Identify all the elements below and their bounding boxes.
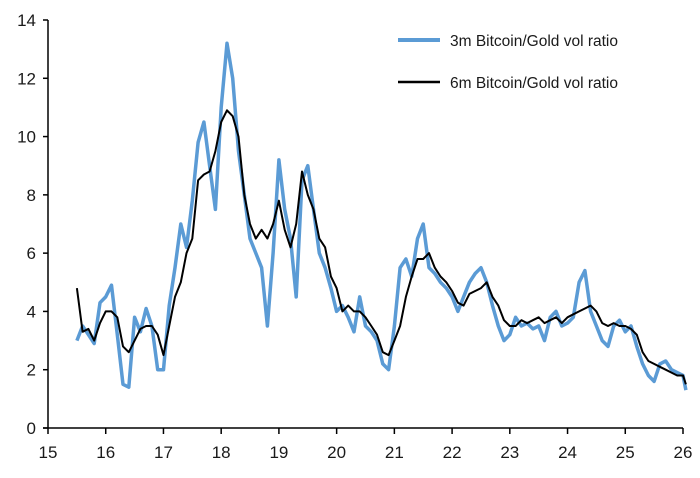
y-tick-label: 14: [17, 11, 36, 30]
x-tick-label: 15: [39, 443, 58, 462]
legend: 3m Bitcoin/Gold vol ratio 6m Bitcoin/Gol…: [398, 33, 618, 92]
x-tick-label: 19: [269, 443, 288, 462]
x-tick-label: 23: [500, 443, 519, 462]
x-tick-label: 25: [616, 443, 635, 462]
series-lines: [75, 41, 688, 391]
y-tick-label: 10: [17, 128, 36, 147]
legend-label-6m: 6m Bitcoin/Gold vol ratio: [450, 75, 618, 92]
y-tick-label: 8: [27, 186, 36, 205]
x-tick-label: 18: [212, 443, 231, 462]
x-tick-label: 16: [96, 443, 115, 462]
x-tick-label: 26: [674, 443, 693, 462]
series-line-6m: [75, 109, 687, 385]
series-line-3m: [75, 41, 688, 391]
y-tick-label: 4: [27, 302, 36, 321]
x-tick-label: 17: [154, 443, 173, 462]
legend-label-3m: 3m Bitcoin/Gold vol ratio: [450, 33, 618, 50]
y-tick-label: 0: [27, 419, 36, 438]
x-tick-label: 22: [443, 443, 462, 462]
x-tick-label: 21: [385, 443, 404, 462]
y-tick-label: 6: [27, 244, 36, 263]
y-tick-label: 2: [27, 361, 36, 380]
x-tick-label: 24: [558, 443, 577, 462]
x-tick-label: 20: [327, 443, 346, 462]
y-tick-label: 12: [17, 69, 36, 88]
